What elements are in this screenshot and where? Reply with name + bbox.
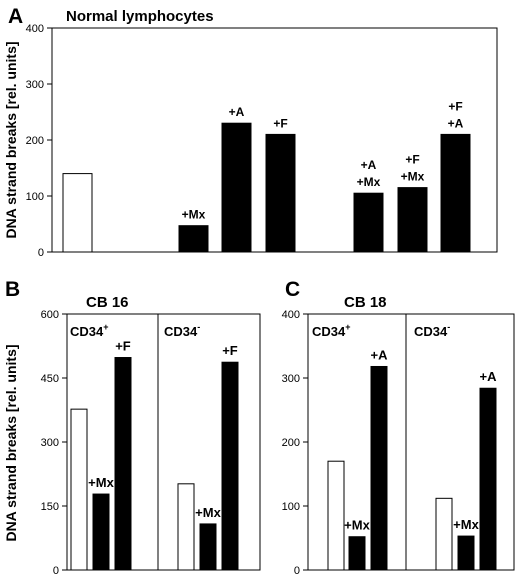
- panel-a-bar: [353, 192, 384, 253]
- panel-b-title: CB 16: [86, 294, 129, 311]
- panel-a-bar-label: +Mx: [182, 208, 206, 222]
- panel-b-left-bar-label: +Mx: [88, 475, 114, 490]
- panel-b-left-bar-label: +F: [115, 339, 131, 354]
- panel-c-left-bar: [327, 460, 345, 571]
- panel-b-right-subpanel-label-sup: -: [197, 322, 200, 332]
- panel-b-ytick-label: 150: [41, 501, 59, 513]
- panel-b-ytick-label: 600: [41, 309, 59, 321]
- panel-c-title: CB 18: [344, 294, 387, 311]
- panel-c-right-bar: [457, 535, 475, 571]
- panel-a-bar-label: +A: [361, 158, 377, 172]
- panel-b-ylabel: DNA strand breaks [rel. units]: [3, 344, 19, 541]
- panel-b-left-subpanel-label: CD34+: [70, 322, 109, 339]
- panel-a-ylabel: DNA strand breaks [rel. units]: [3, 41, 19, 238]
- panel-b-ytick-label: 0: [53, 565, 59, 576]
- panel-c-left-bar-label: +A: [371, 347, 389, 362]
- panel-b-right-bar-label: +Mx: [195, 505, 221, 520]
- panel-a-bar: [221, 122, 252, 253]
- panel-letter-b: B: [5, 278, 20, 301]
- panel-b-left-bar: [114, 357, 132, 571]
- panel-c-left-subpanel-label-sup: +: [345, 322, 350, 332]
- panel-a-bar-label: +F: [405, 153, 419, 167]
- panel-c-left-bar: [348, 536, 366, 571]
- panel-c-ytick-label: 100: [282, 501, 300, 513]
- panel-letter-a: A: [8, 5, 23, 28]
- panel-a-ytick-label: 300: [26, 79, 44, 91]
- panel-b-ytick-label: 450: [41, 373, 59, 385]
- panel-a-bar-label: +F: [448, 99, 462, 113]
- panel-c-right-bar-label: +Mx: [453, 517, 479, 532]
- panel-b-left-bar: [92, 493, 110, 571]
- panel-c-right-subpanel-label-sup: -: [447, 322, 450, 332]
- panel-b-right-bar-label: +F: [222, 343, 238, 358]
- panel-c-right-bar: [435, 497, 453, 571]
- panel-a-bar-label: +Mx: [401, 170, 425, 184]
- panel-a-ytick-label: 100: [26, 191, 44, 203]
- panel-a-bar-label: +F: [273, 116, 287, 130]
- panel-a-bar: [440, 133, 471, 253]
- panel-a-bar: [265, 133, 296, 253]
- panel-c-right-bar: [479, 387, 497, 571]
- panel-a-bar-label: +A: [448, 116, 464, 130]
- chart-layer: 0 100 200 300 400 +Mx +A +F +A +Mx +F +Mx +F +A 0 150 30…: [26, 23, 515, 576]
- panel-a-bar-label: +A: [229, 105, 245, 119]
- panel-a-bar: [178, 225, 209, 253]
- panel-a-ytick-label: 400: [26, 23, 44, 35]
- panel-a-bar-label: +Mx: [357, 175, 381, 189]
- panel-c-left-subpanel-label: CD34+: [312, 322, 351, 339]
- panel-b-ytick-label: 300: [41, 437, 59, 449]
- panel-a-ytick-label: 200: [26, 135, 44, 147]
- panel-c-ytick-label: 300: [282, 373, 300, 385]
- panel-b-left-subpanel-label-sup: +: [103, 322, 108, 332]
- panel-a-title: Normal lymphocytes: [66, 8, 214, 25]
- panel-c-ytick-label: 0: [294, 565, 300, 576]
- panel-a-ytick-label: 0: [38, 247, 44, 259]
- panel-b-right-bar: [177, 483, 195, 571]
- panel-c-left-bar: [370, 365, 388, 571]
- panel-c-left-bar-label: +Mx: [344, 518, 370, 533]
- panel-a-bar: [397, 187, 428, 253]
- panel-letter-c: C: [285, 278, 300, 301]
- panel-b-right-bar: [199, 523, 217, 571]
- panel-a-bar: [62, 173, 93, 253]
- panel-b-left-bar: [70, 408, 88, 571]
- panel-b-right-bar: [221, 361, 239, 571]
- panel-c-ytick-label: 200: [282, 437, 300, 449]
- panel-c-ytick-label: 400: [282, 309, 300, 321]
- panel-c-right-bar-label: +A: [480, 369, 498, 384]
- panel-c-right-subpanel-label: CD34-: [414, 322, 450, 339]
- panel-b-right-subpanel-label: CD34-: [164, 322, 200, 339]
